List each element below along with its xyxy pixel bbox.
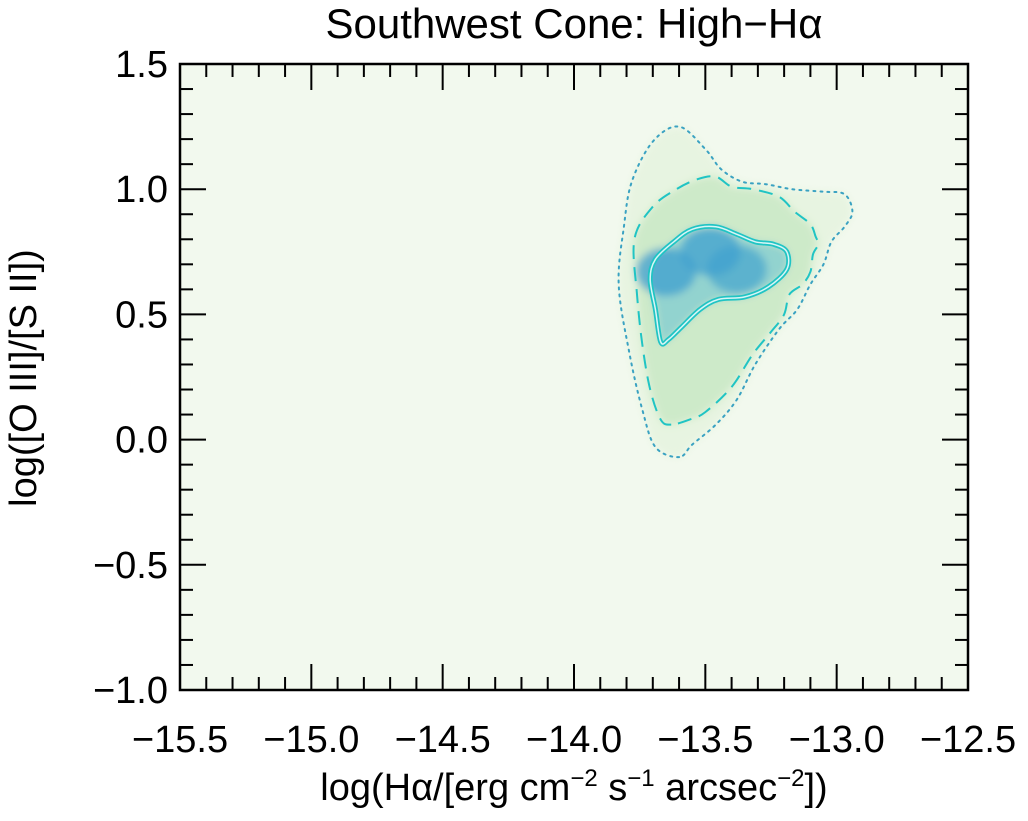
x-tick-label: −15.0 xyxy=(263,719,359,761)
chart-title: Southwest Cone: High−Hα xyxy=(325,0,822,47)
y-tick-label: 0.0 xyxy=(115,420,168,462)
x-tick-label: −14.5 xyxy=(395,719,491,761)
y-axis-title: log([O III]/[S II]) xyxy=(3,249,45,507)
y-tick-label: 1.0 xyxy=(115,169,168,211)
x-tick-label: −13.5 xyxy=(657,719,753,761)
y-tick-label: −1.0 xyxy=(93,670,168,712)
x-tick-label: −12.5 xyxy=(920,719,1016,761)
x-tick-label: −13.0 xyxy=(789,719,885,761)
y-tick-label: −0.5 xyxy=(93,545,168,587)
x-axis-title: log(Hα/[erg cm−2 s−1 arcsec−2]) xyxy=(320,765,827,809)
plot-background xyxy=(180,64,968,690)
tick-labels: −15.5 −15.0 −14.5 −14.0 −13.5 −13.0 −12.5 −1.0 −… xyxy=(93,44,1016,761)
contour-middle xyxy=(632,175,820,426)
plot-frame xyxy=(178,62,970,692)
contour-layer xyxy=(617,125,854,459)
density-peak-3 xyxy=(706,245,767,294)
contour-outer xyxy=(617,125,854,459)
y-tick-label: 0.5 xyxy=(115,294,168,336)
y-tick-label: 1.5 xyxy=(115,44,168,86)
x-tick-label: −15.5 xyxy=(132,719,228,761)
x-tick-label: −14.0 xyxy=(526,719,622,761)
contour-inner xyxy=(649,225,790,345)
